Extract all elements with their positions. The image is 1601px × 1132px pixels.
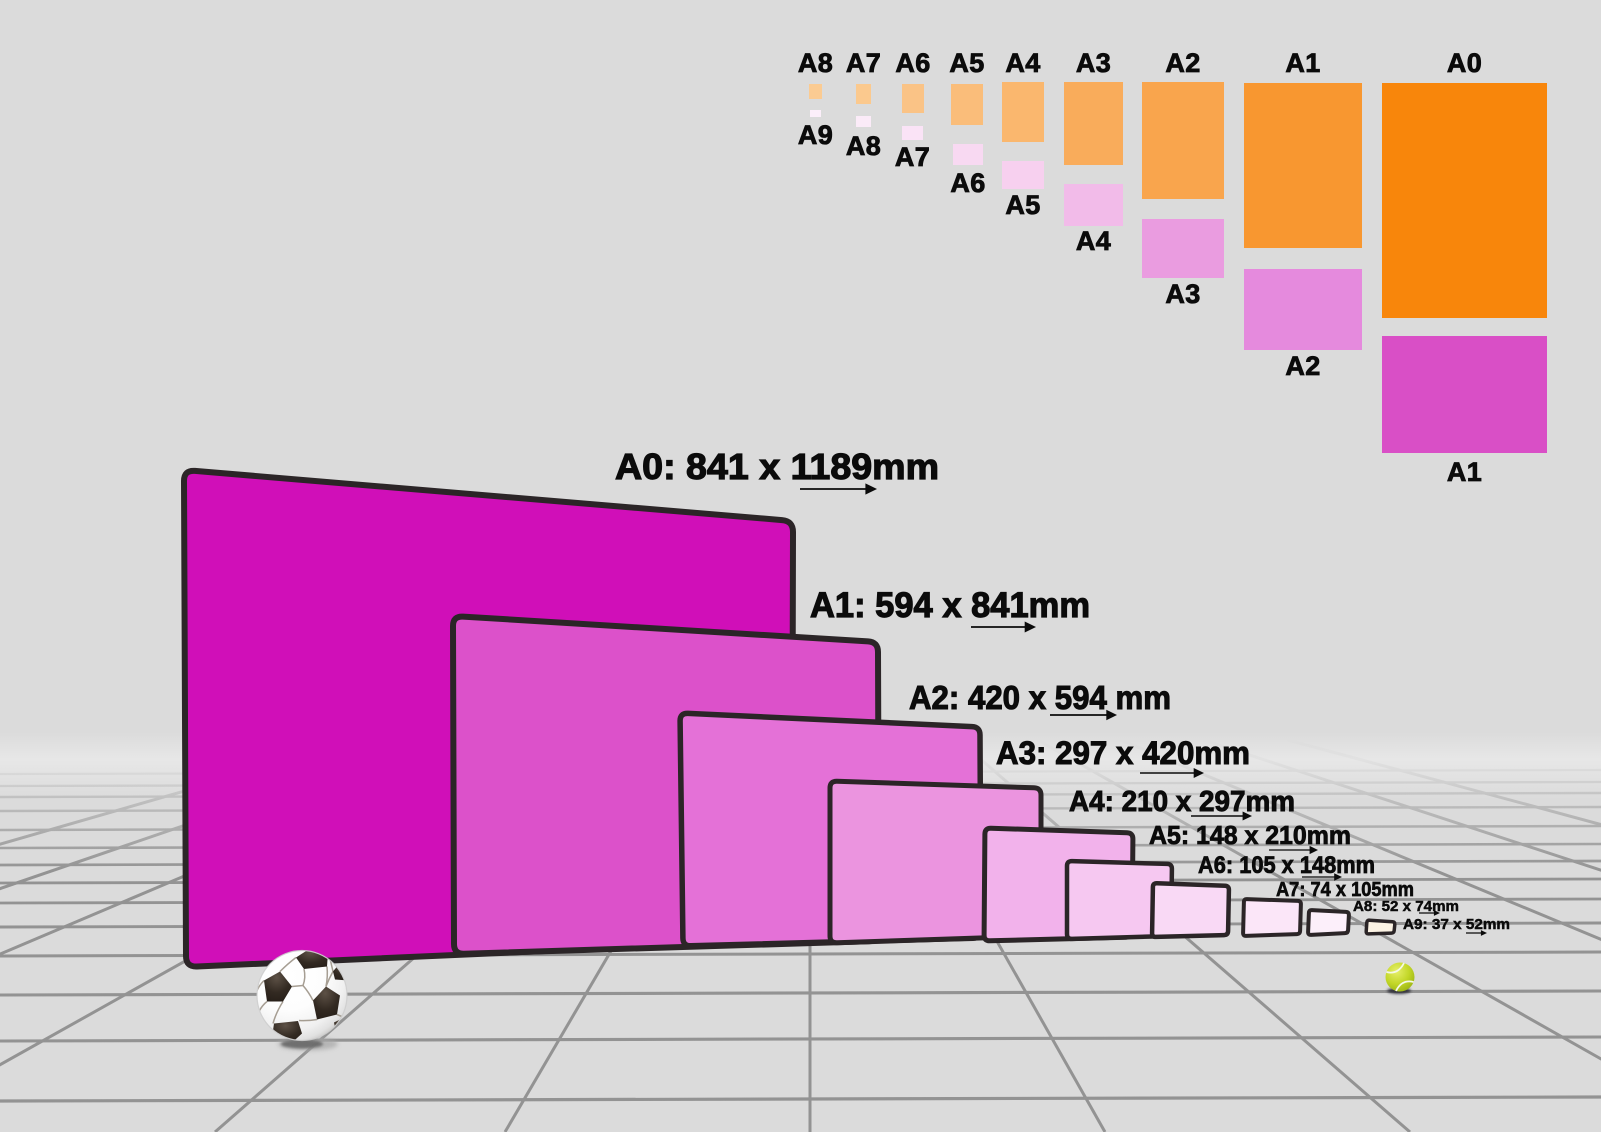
svg-text:A2: A2 xyxy=(1285,351,1320,381)
svg-text:A7: A7 xyxy=(895,142,930,172)
svg-text:A8: 52 x 74mm: A8: 52 x 74mm xyxy=(1353,898,1459,915)
svg-text:A6: A6 xyxy=(895,48,930,78)
svg-text:A6: A6 xyxy=(950,168,985,198)
svg-text:A2: A2 xyxy=(1165,48,1200,78)
svg-text:A7: 74 x 105mm: A7: 74 x 105mm xyxy=(1276,879,1414,901)
svg-text:A7: A7 xyxy=(846,48,881,78)
svg-text:A3: A3 xyxy=(1165,279,1200,309)
svg-text:A1: A1 xyxy=(1285,48,1320,78)
svg-text:A1: A1 xyxy=(1447,457,1482,487)
svg-text:A4: A4 xyxy=(1076,226,1111,256)
svg-text:A9: 37 x 52mm: A9: 37 x 52mm xyxy=(1403,916,1510,933)
svg-text:A6: 105 x 148mm: A6: 105 x 148mm xyxy=(1198,852,1375,879)
svg-text:A4: 210 x 297mm: A4: 210 x 297mm xyxy=(1069,786,1295,818)
svg-text:A5: A5 xyxy=(949,48,984,78)
svg-text:A8: A8 xyxy=(846,131,881,161)
svg-text:A9: A9 xyxy=(798,120,833,150)
svg-text:A0: A0 xyxy=(1447,48,1482,78)
svg-text:A5: A5 xyxy=(1005,190,1040,220)
svg-text:A5: 148 x 210mm: A5: 148 x 210mm xyxy=(1149,820,1351,850)
svg-text:A8: A8 xyxy=(798,48,833,78)
svg-text:A4: A4 xyxy=(1005,48,1040,78)
svg-text:A1: 594 x 841mm: A1: 594 x 841mm xyxy=(810,586,1090,625)
svg-text:A3: 297 x 420mm: A3: 297 x 420mm xyxy=(996,735,1250,771)
svg-text:A0: 841 x 1189mm: A0: 841 x 1189mm xyxy=(615,446,939,487)
svg-text:A2: 420 x 594 mm: A2: 420 x 594 mm xyxy=(909,679,1171,716)
svg-text:A3: A3 xyxy=(1076,48,1111,78)
